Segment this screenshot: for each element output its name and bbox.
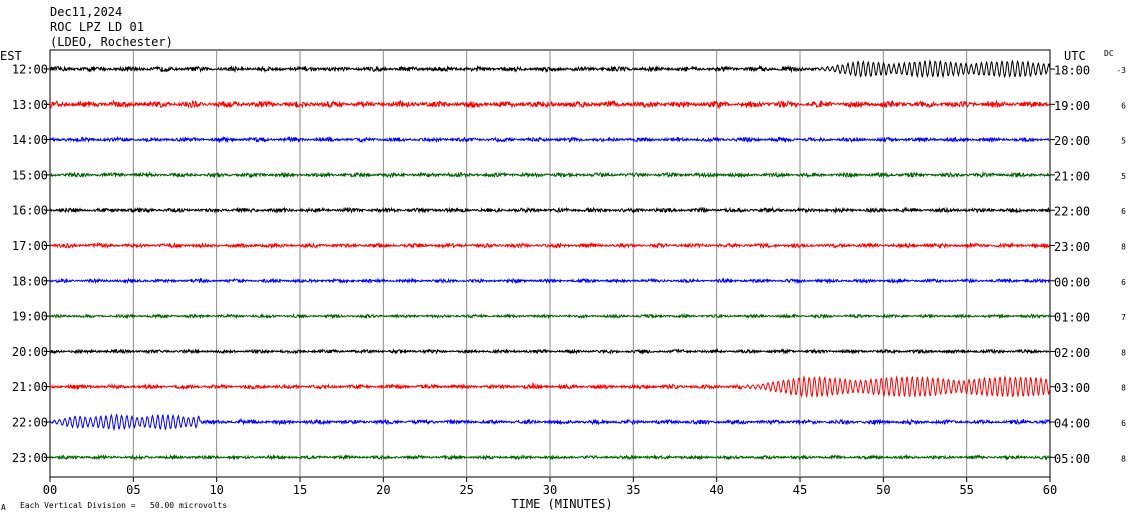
row-label-right: 20:00	[1054, 134, 1090, 148]
x-tick-label: 55	[959, 483, 973, 497]
trace-line	[49, 206, 1051, 215]
trace-line	[49, 59, 1051, 79]
row-label-left: 23:00	[12, 451, 48, 465]
trace-line	[49, 241, 1051, 250]
row-label-right: 22:00	[1054, 205, 1090, 219]
row-dc-value: 6	[1121, 278, 1126, 287]
trace-line	[49, 277, 1051, 285]
row-label-right: 04:00	[1054, 417, 1090, 431]
row-dc-value: 8	[1121, 243, 1126, 252]
row-label-right: 01:00	[1054, 311, 1090, 325]
row-dc-value: 6	[1121, 101, 1126, 110]
x-tick-label: 10	[209, 483, 223, 497]
trace-line	[49, 374, 1051, 399]
row-label-right: 00:00	[1054, 275, 1090, 289]
row-label-right: 18:00	[1054, 64, 1090, 78]
row-dc-value: 6	[1121, 419, 1126, 428]
row-label-left: 22:00	[12, 416, 48, 430]
dc-column-header: DC	[1104, 49, 1114, 58]
row-dc-value: 8	[1121, 384, 1126, 393]
x-axis-label: TIME (MINUTES)	[511, 497, 612, 511]
x-tick-label: 05	[126, 483, 140, 497]
trace-line	[49, 413, 1051, 432]
footer-mark: A	[1, 503, 6, 512]
row-dc-value: 8	[1121, 454, 1126, 463]
row-label-right: 02:00	[1054, 346, 1090, 360]
chart-station: ROC LPZ LD 01	[50, 20, 144, 34]
x-axis-ticks: 00 05 10 15 20 25 30 35 40 45 50 55 60	[43, 477, 1057, 497]
row-label-right: 19:00	[1054, 99, 1090, 113]
chart-date: Dec11,2024	[50, 5, 122, 19]
row-dc-value: 6	[1121, 207, 1126, 216]
vertical-division-note: Each Vertical Division = 50.00 microvolt…	[20, 501, 227, 510]
row-label-left: 21:00	[12, 380, 48, 394]
gridlines	[132, 50, 968, 477]
row-dc-value: -3	[1116, 66, 1126, 75]
left-timezone-label: EST	[0, 49, 22, 63]
trace-line	[49, 170, 1051, 179]
trace-line	[49, 453, 1051, 461]
trace-line	[49, 99, 1051, 110]
row-dc-value: 8	[1121, 348, 1126, 357]
row-label-left: 13:00	[12, 98, 48, 112]
row-label-left: 14:00	[12, 133, 48, 147]
row-label-right: 05:00	[1054, 452, 1090, 466]
row-labels: 12:00 18:00 -3 13:00 19:00 6 14:00 20:00 5 15:00 2…	[12, 63, 1126, 466]
chart-network: (LDEO, Rochester)	[50, 35, 173, 49]
right-timezone-label: UTC	[1064, 49, 1086, 63]
row-label-left: 16:00	[12, 204, 48, 218]
x-tick-label: 20	[376, 483, 390, 497]
row-label-left: 17:00	[12, 239, 48, 253]
row-dc-value: 5	[1121, 137, 1126, 146]
trace-line	[49, 135, 1051, 144]
x-tick-label: 30	[543, 483, 557, 497]
x-tick-label: 00	[43, 483, 57, 497]
row-label-right: 03:00	[1054, 381, 1090, 395]
x-tick-label: 45	[793, 483, 807, 497]
x-tick-label: 60	[1043, 483, 1057, 497]
trace-line	[50, 312, 1051, 320]
traces	[49, 59, 1051, 461]
x-tick-label: 40	[709, 483, 723, 497]
x-tick-label: 35	[626, 483, 640, 497]
x-tick-label: 25	[459, 483, 473, 497]
row-label-right: 23:00	[1054, 240, 1090, 254]
x-tick-label: 50	[876, 483, 890, 497]
row-label-left: 19:00	[12, 310, 48, 324]
row-label-left: 12:00	[12, 63, 48, 77]
row-dc-value: 7	[1121, 313, 1126, 322]
row-label-left: 20:00	[12, 345, 48, 359]
trace-line	[49, 347, 1051, 355]
row-label-left: 18:00	[12, 274, 48, 288]
x-tick-label: 15	[293, 483, 307, 497]
row-dc-value: 5	[1121, 172, 1126, 181]
row-label-left: 15:00	[12, 168, 48, 182]
row-label-right: 21:00	[1054, 169, 1090, 183]
